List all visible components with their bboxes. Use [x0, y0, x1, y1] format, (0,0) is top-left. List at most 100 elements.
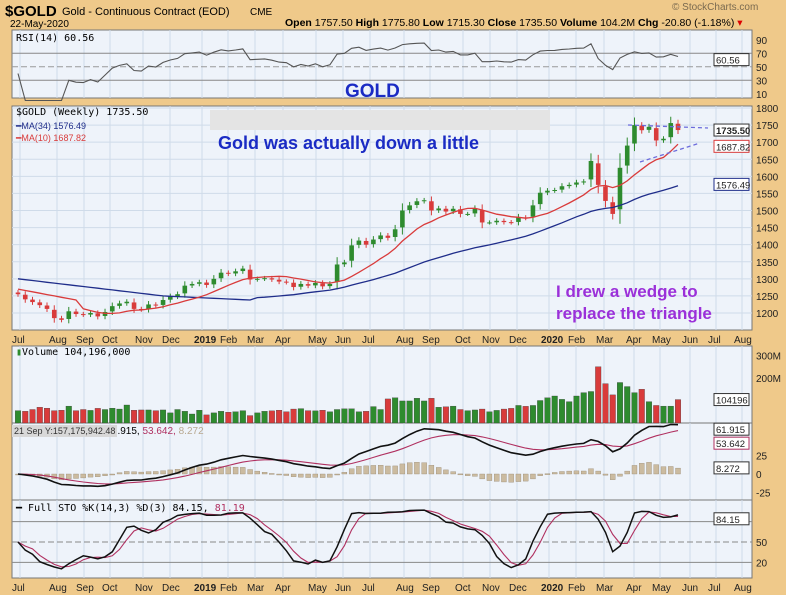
volume-bar [566, 401, 573, 424]
volume-bar [638, 389, 645, 424]
price-tick-label: 1750 [756, 121, 779, 132]
x-axis-label: Dec [509, 583, 527, 594]
candle-body [15, 292, 21, 295]
candle-body [197, 282, 202, 284]
x-axis-label: Mar [247, 583, 265, 594]
rsi-line [17, 42, 679, 102]
price-tick-label: 1400 [756, 241, 779, 252]
x-axis-label: Aug [734, 583, 752, 594]
volume-bar [363, 411, 370, 424]
macd-hist-bar [109, 473, 115, 476]
macd-hist-bar [414, 462, 420, 475]
volume-label-text: Volume 104,196,000 [22, 347, 131, 358]
volume-bar [471, 409, 478, 424]
volume-bar [312, 410, 319, 424]
macd-hist-bar [116, 472, 123, 475]
candle-body [342, 262, 347, 265]
x-axis-label: Jun [682, 583, 698, 594]
volume-bar [529, 405, 536, 424]
candle-body [581, 181, 587, 183]
volume-bar [348, 408, 355, 424]
macd-hist-bar [160, 470, 166, 475]
sto-legend: ━ Full STO %K(14,3) %D(3) 84.15, 81.19 [16, 503, 245, 514]
candle-body [646, 126, 652, 130]
macd-signal-tag-box [713, 436, 750, 450]
volume-bar [508, 408, 515, 424]
candle-body [284, 281, 289, 283]
volume-value: 104.2M [600, 17, 636, 29]
exchange: CME [250, 7, 273, 18]
rsi-tick-label: 50 [756, 63, 768, 74]
candle-body [334, 264, 340, 283]
price-tick-label: 1300 [756, 275, 779, 286]
candle-body [240, 268, 246, 272]
volume-bar [87, 410, 94, 424]
candle-body [262, 278, 267, 280]
volume-bar [595, 366, 602, 424]
macd-hist-bar [479, 473, 485, 480]
macd-hist-bar [377, 465, 384, 475]
volume-bar [377, 409, 384, 424]
macd-hist-bar [247, 469, 253, 475]
macd-hist-bar [421, 462, 427, 475]
candle-body [298, 283, 304, 287]
macd-hist-bar [399, 463, 406, 475]
macd-hist-bar [523, 473, 529, 482]
macd-hist-bar [312, 473, 319, 478]
volume-bar [131, 410, 137, 424]
candle-body [487, 222, 492, 224]
candle-body [327, 283, 333, 287]
candle-body [501, 220, 507, 223]
volume-bar [247, 415, 254, 424]
candle-body [59, 318, 64, 320]
volume-bar [174, 409, 181, 424]
macd-hist-bar [385, 465, 391, 475]
macd-hist-bar [494, 473, 500, 482]
macd-hist-value: 8.272 [178, 426, 204, 437]
x-axis-label: Apr [275, 583, 291, 594]
x-axis-label: Feb [220, 583, 238, 594]
volume-bar [36, 407, 43, 424]
macd-hist-bar [602, 473, 609, 476]
candle-body [160, 300, 166, 305]
volume-bar [428, 398, 435, 424]
x-axis-label: Mar [247, 335, 265, 346]
ma10-tag-box [713, 139, 750, 153]
volume-bar [384, 398, 391, 424]
macd-hist-bar [240, 467, 246, 475]
volume-bar [493, 410, 500, 424]
volume-bar [51, 410, 58, 424]
volume-bar [421, 400, 428, 424]
macd-hist-bar [218, 466, 224, 475]
volume-tick-label: 200M [756, 374, 781, 385]
x-axis-label: Oct [455, 335, 471, 346]
volume-bar [268, 410, 275, 424]
close-value: 1735.50 [519, 17, 558, 29]
ma10-label: MA(10) 1687.82 [21, 133, 86, 143]
volume-bar [73, 410, 79, 424]
candle-body [661, 138, 666, 141]
macd-hist-bar [319, 473, 326, 478]
macd-hist-bar [559, 471, 565, 475]
x-axis-label: Jun [335, 335, 351, 346]
x-axis-label: 2020 [541, 335, 564, 346]
macd-hist-bar [566, 470, 572, 475]
x-axis-label: Apr [275, 335, 291, 346]
volume-bar [261, 411, 268, 424]
price-label: $GOLD (Weekly) 1735.50 [16, 107, 149, 118]
macd-hist-bar [472, 473, 478, 477]
macd-hist-bar [515, 473, 522, 482]
macd-hist-bar [269, 473, 275, 475]
macd-hist-bar [341, 472, 348, 475]
price-tick-label: 1650 [756, 155, 779, 166]
candle-body [450, 208, 456, 212]
volume-bar [319, 410, 326, 424]
volume-bar [94, 408, 101, 424]
ma34-tag-box [713, 177, 750, 191]
macd-hist-bar [131, 471, 137, 475]
ma34-label: MA(34) 1576.49 [21, 121, 86, 131]
x-axis-label: Mar [596, 583, 614, 594]
price-tick-label: 1550 [756, 189, 779, 200]
volume-bar [617, 382, 623, 424]
volume-bar [218, 411, 225, 424]
